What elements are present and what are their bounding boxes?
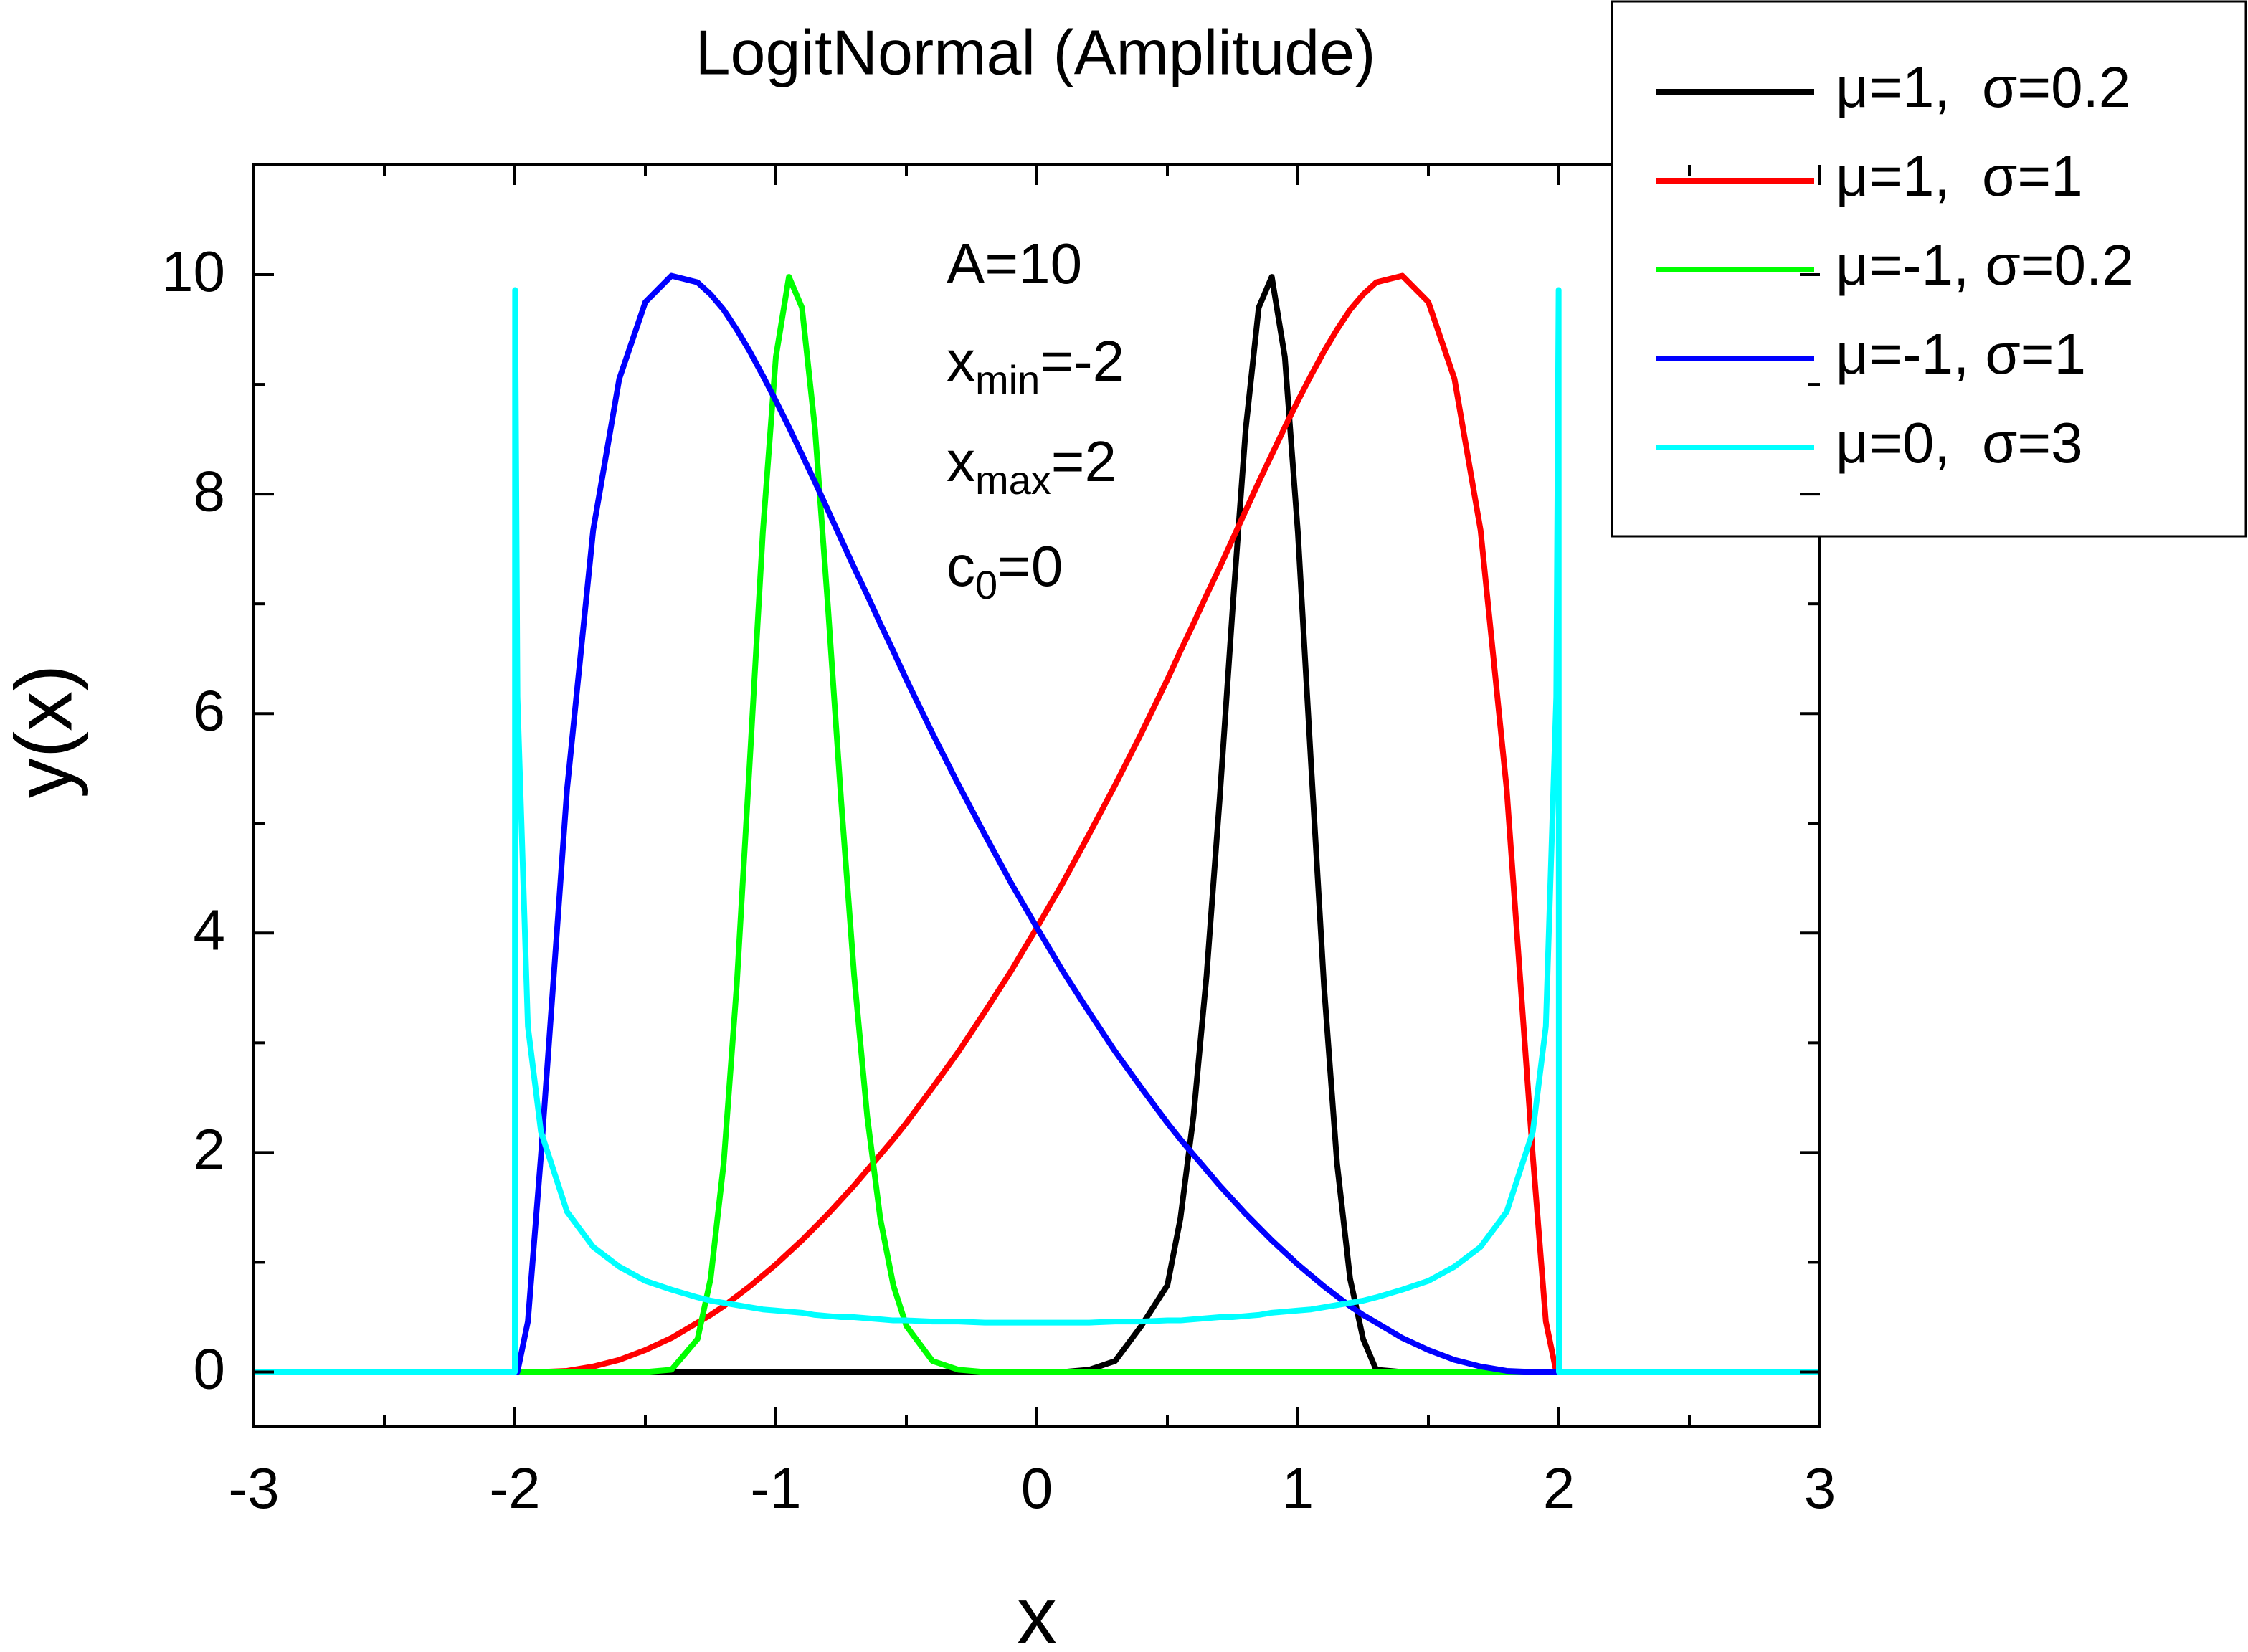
annotation-after: =0 — [997, 534, 1063, 598]
x-tick-label: 0 — [1021, 1456, 1053, 1520]
legend: μ=1, σ=0.2 μ=1, σ=1 μ=-1, σ=0.2 μ=-1, σ=1 μ=… — [1611, 0, 2247, 538]
x-tick-label: -3 — [228, 1456, 279, 1520]
annotation-text: x — [947, 429, 975, 493]
x-tick-label: -1 — [750, 1456, 801, 1520]
annotation-text: A=10 — [947, 232, 1082, 295]
y-tick-label: 4 — [194, 898, 226, 962]
annotation-sub: max — [975, 457, 1051, 503]
x-tick-label: 2 — [1543, 1456, 1575, 1520]
annotation-after: =2 — [1051, 429, 1116, 493]
x-tick-label: -2 — [489, 1456, 540, 1520]
annotation: A=10 — [947, 232, 1082, 295]
legend-label: μ=1, σ=1 — [1836, 144, 2083, 208]
y-tick-label: 2 — [194, 1118, 226, 1182]
legend-label: μ=-1, σ=0.2 — [1836, 233, 2134, 297]
y-tick-label: 8 — [194, 459, 226, 523]
series-line — [254, 272, 1820, 1375]
y-tick-label: 6 — [194, 678, 226, 742]
y-axis-label: y(x) — [0, 665, 89, 799]
annotation-after: =-2 — [1040, 329, 1124, 393]
annotation-sub: 0 — [975, 562, 997, 607]
legend-label: μ=0, σ=3 — [1836, 411, 2083, 475]
annotation-sub: min — [975, 357, 1040, 402]
legend-label: μ=-1, σ=1 — [1836, 322, 2086, 386]
series-line — [254, 274, 1820, 1375]
x-tick-label: 3 — [1804, 1456, 1836, 1520]
x-axis-label: x — [1017, 1571, 1057, 1652]
x-tick-label: 1 — [1282, 1456, 1314, 1520]
annotation: xmax=2 — [947, 429, 1116, 503]
annotation-text: c — [947, 534, 975, 598]
annotation-text: x — [947, 329, 975, 393]
plot-lines — [254, 272, 1820, 1375]
annotation: c0=0 — [947, 534, 1063, 607]
y-tick-label: 10 — [161, 239, 225, 303]
series-line — [254, 272, 1820, 1375]
series-line — [254, 287, 1820, 1375]
y-tick-label: 0 — [194, 1337, 226, 1401]
series-line — [254, 274, 1820, 1375]
plot-frame — [252, 163, 1821, 1428]
annotation: xmin=-2 — [947, 329, 1124, 402]
chart-title: LogitNormal (Amplitude) — [696, 16, 1376, 87]
legend-label: μ=1, σ=0.2 — [1836, 55, 2130, 119]
